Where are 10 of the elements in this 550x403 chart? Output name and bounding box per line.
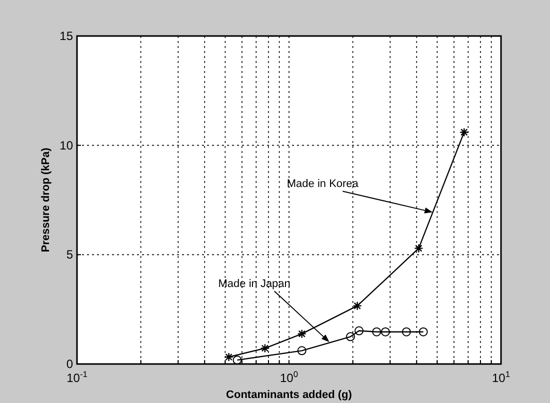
annotation: Made in Korea — [286, 178, 360, 190]
y-tick-label: 10 — [60, 138, 74, 152]
x-tick-label: 10$^{0}$ — [280, 369, 298, 385]
y-tick-label: 15 — [60, 29, 74, 43]
x-tick-label: 10$^{-1}$ — [66, 369, 88, 385]
y-tick-label: 0 — [66, 357, 74, 371]
x-tick-label: 10$^{1}$ — [492, 369, 510, 385]
y-axis-title: Pressure drop (kPa) — [40, 147, 52, 252]
y-tick-label: 5 — [66, 248, 74, 262]
x-axis-title: Contaminants added (g) — [226, 389, 352, 401]
